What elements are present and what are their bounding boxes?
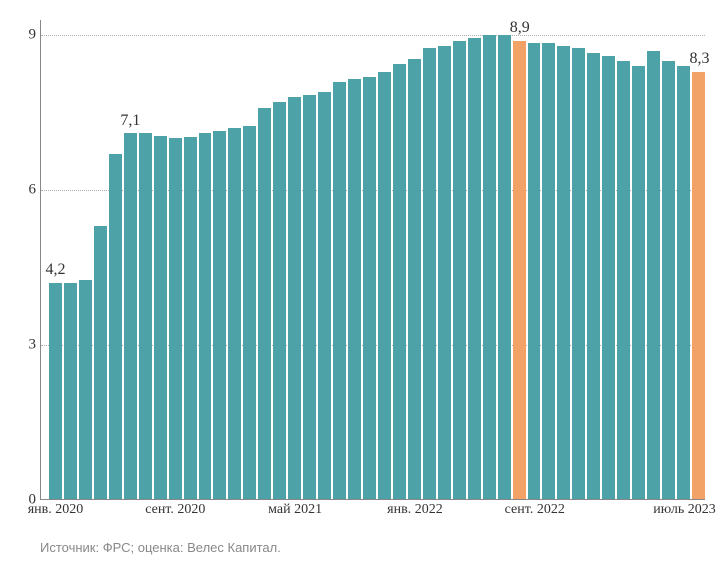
bar	[378, 72, 391, 499]
plot-area: 0369 янв. 2020сент. 2020май 2021янв. 202…	[40, 20, 705, 500]
bar	[662, 61, 675, 499]
bar	[303, 95, 316, 499]
bar	[258, 108, 271, 499]
bar	[184, 137, 197, 499]
bars-container	[41, 20, 705, 499]
bar	[288, 97, 301, 499]
bar	[318, 92, 331, 499]
bar-chart: 0369 янв. 2020сент. 2020май 2021янв. 202…	[40, 20, 705, 500]
bar	[453, 41, 466, 499]
bar	[393, 64, 406, 499]
value-callout: 8,3	[690, 50, 710, 68]
bar	[438, 46, 451, 499]
bar	[632, 66, 645, 499]
bar	[528, 43, 541, 499]
y-tick-label: 3	[29, 337, 37, 354]
bar	[572, 48, 585, 499]
x-tick-label: сент. 2022	[505, 502, 565, 518]
bar	[199, 133, 212, 499]
bar	[363, 77, 376, 499]
x-tick-label: май 2021	[268, 502, 322, 518]
bar	[109, 154, 122, 499]
bar	[498, 35, 511, 499]
bar	[468, 38, 481, 499]
bar	[587, 53, 600, 499]
bar	[64, 283, 77, 499]
x-tick-label: июль 2023	[653, 502, 715, 518]
bar	[49, 283, 62, 499]
x-axis: янв. 2020сент. 2020май 2021янв. 2022сент…	[41, 502, 705, 527]
bar	[423, 48, 436, 499]
y-tick-label: 6	[29, 182, 37, 199]
bar	[228, 128, 241, 499]
bar	[348, 79, 361, 499]
bar	[692, 72, 705, 499]
y-tick-label: 9	[29, 27, 37, 44]
x-tick-label: янв. 2020	[28, 502, 84, 518]
bar	[542, 43, 555, 499]
bar	[617, 61, 630, 499]
bar	[602, 56, 615, 499]
bar	[483, 35, 496, 499]
bar	[213, 131, 226, 499]
bar	[408, 59, 421, 499]
x-tick-label: янв. 2022	[387, 502, 443, 518]
bar	[124, 133, 137, 499]
bar	[513, 41, 526, 499]
value-callout: 8,9	[510, 19, 530, 37]
x-tick-label: сент. 2020	[145, 502, 205, 518]
bar	[333, 82, 346, 499]
value-callout: 4,2	[45, 261, 65, 279]
bar	[169, 138, 182, 499]
bar	[154, 136, 167, 499]
bar	[243, 126, 256, 499]
source-footnote: Источник: ФРС; оценка: Велес Капитал.	[40, 540, 281, 555]
bar	[79, 280, 92, 499]
bar	[557, 46, 570, 499]
bar	[273, 102, 286, 499]
bar	[94, 226, 107, 499]
y-axis: 0369	[11, 20, 36, 499]
bar	[647, 51, 660, 499]
bar	[677, 66, 690, 499]
value-callout: 7,1	[120, 112, 140, 130]
bar	[139, 133, 152, 499]
